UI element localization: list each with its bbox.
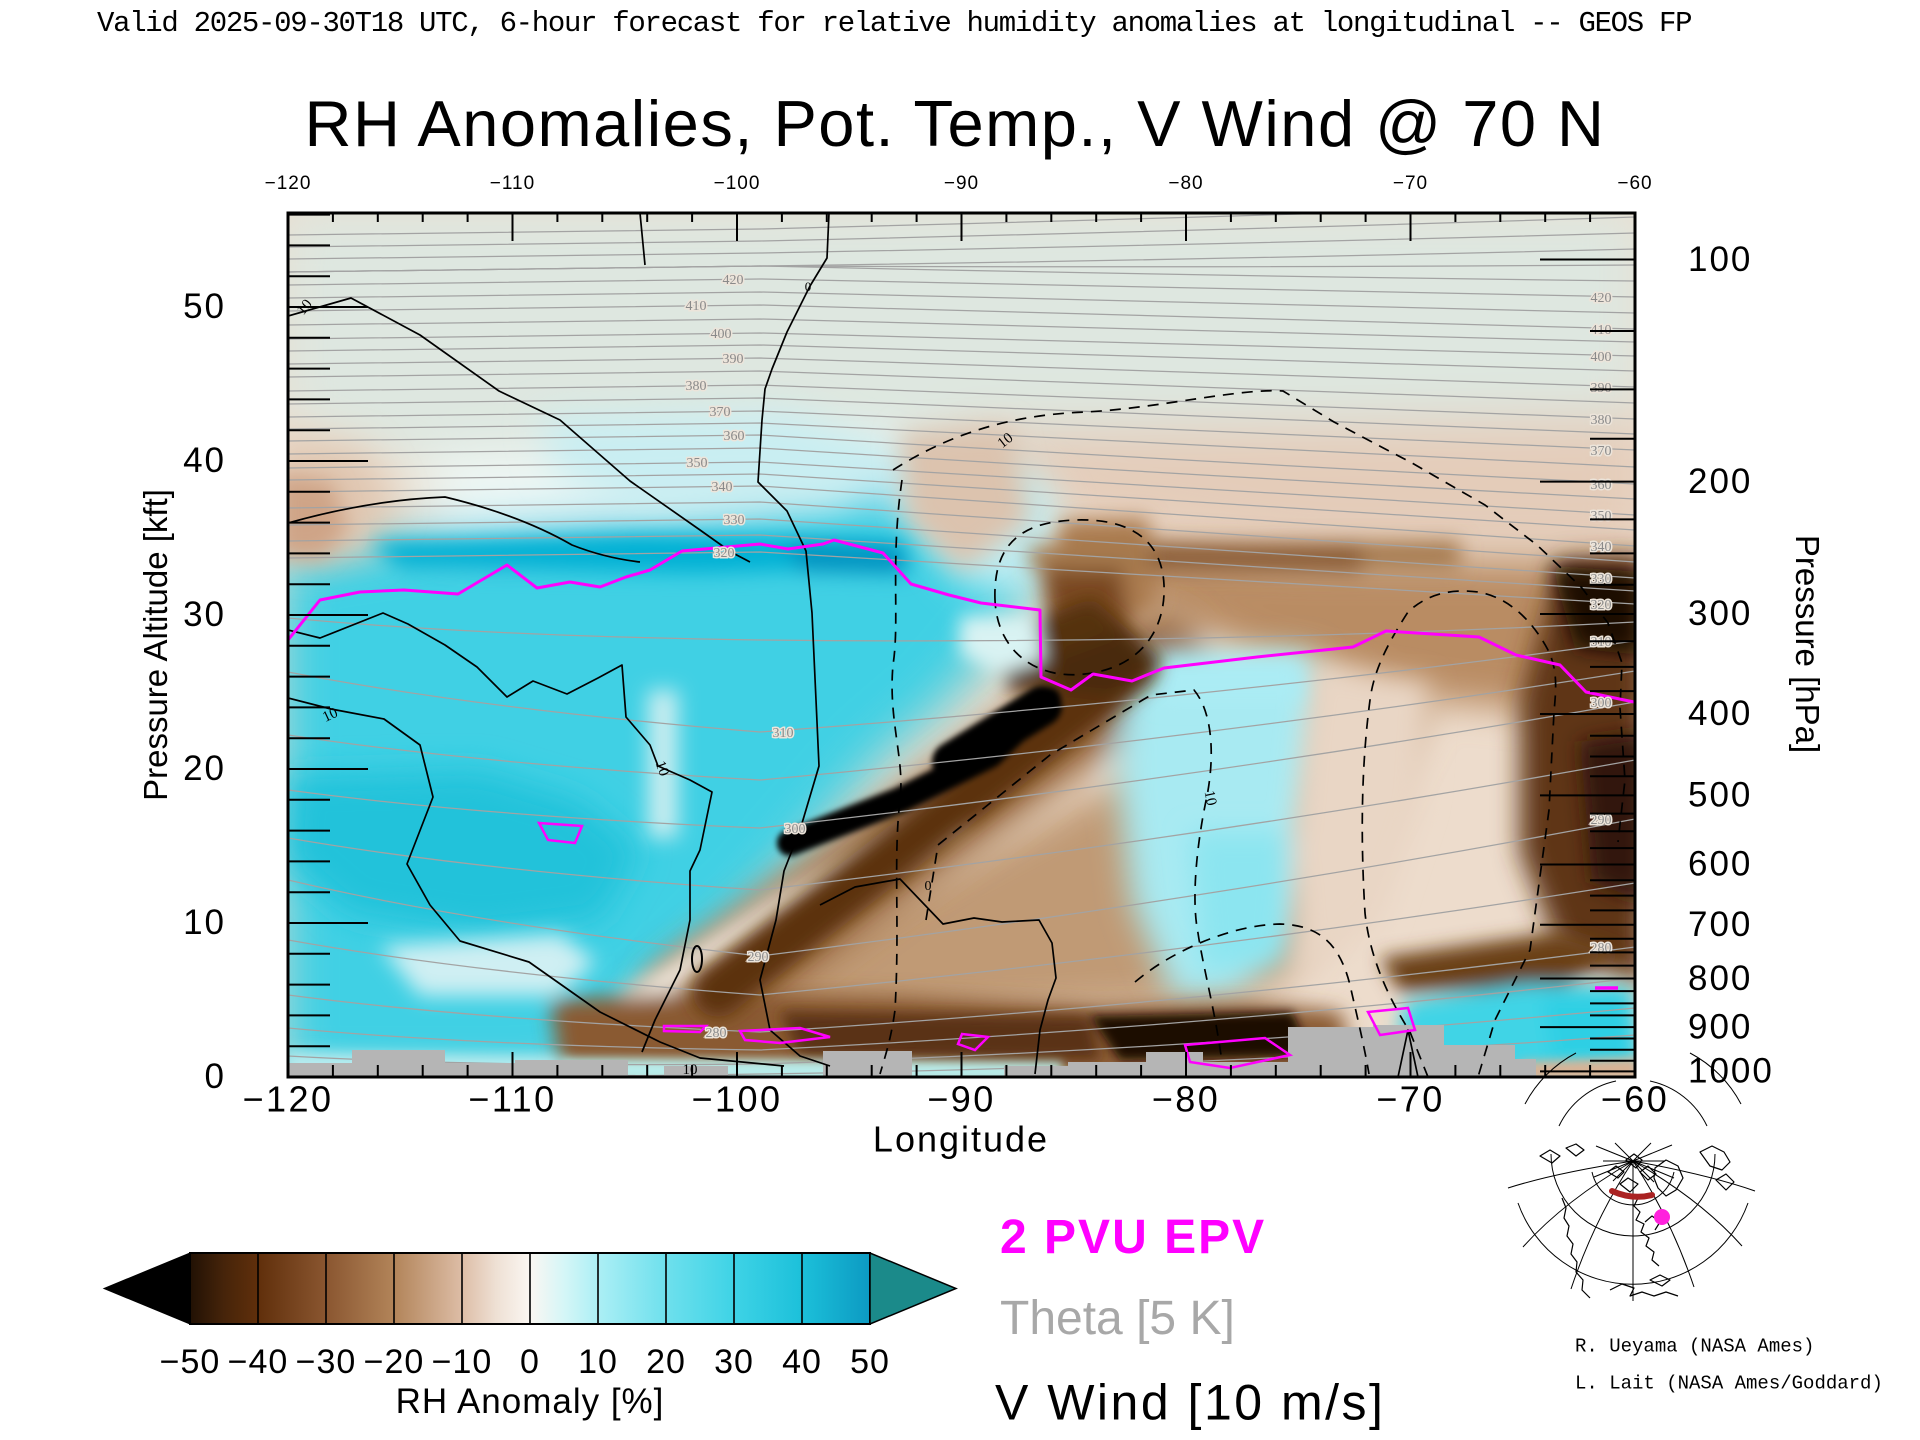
svg-text:280: 280 [706, 1026, 727, 1041]
svg-text:410: 410 [686, 299, 707, 314]
svg-text:420: 420 [723, 273, 744, 288]
svg-text:330: 330 [724, 513, 745, 528]
svg-text:360: 360 [724, 429, 745, 444]
svg-text:10: 10 [683, 1062, 698, 1078]
svg-text:10: 10 [320, 705, 340, 726]
svg-text:320: 320 [714, 546, 735, 561]
svg-text:310: 310 [1591, 635, 1612, 650]
svg-text:370: 370 [710, 405, 731, 420]
svg-text:390: 390 [723, 352, 744, 367]
svg-text:400: 400 [1591, 350, 1612, 365]
svg-text:0: 0 [925, 879, 932, 894]
svg-text:380: 380 [686, 379, 707, 394]
svg-text:300: 300 [1591, 696, 1612, 711]
svg-text:360: 360 [1591, 478, 1612, 493]
svg-text:10: 10 [652, 759, 672, 779]
svg-text:340: 340 [712, 480, 733, 495]
svg-text:300: 300 [785, 822, 806, 837]
svg-text:350: 350 [687, 456, 708, 471]
svg-text:0: 0 [805, 279, 812, 294]
svg-text:290: 290 [748, 950, 769, 965]
svg-text:280: 280 [1591, 941, 1612, 956]
svg-text:10: 10 [1201, 789, 1220, 807]
svg-text:400: 400 [711, 327, 732, 342]
svg-text:340: 340 [1591, 540, 1612, 555]
svg-text:310: 310 [773, 726, 794, 741]
svg-text:380: 380 [1591, 413, 1612, 428]
svg-text:420: 420 [1591, 291, 1612, 306]
svg-text:370: 370 [1591, 444, 1612, 459]
svg-text:290: 290 [1591, 813, 1612, 828]
svg-text:350: 350 [1591, 509, 1612, 524]
svg-text:320: 320 [1591, 598, 1612, 613]
